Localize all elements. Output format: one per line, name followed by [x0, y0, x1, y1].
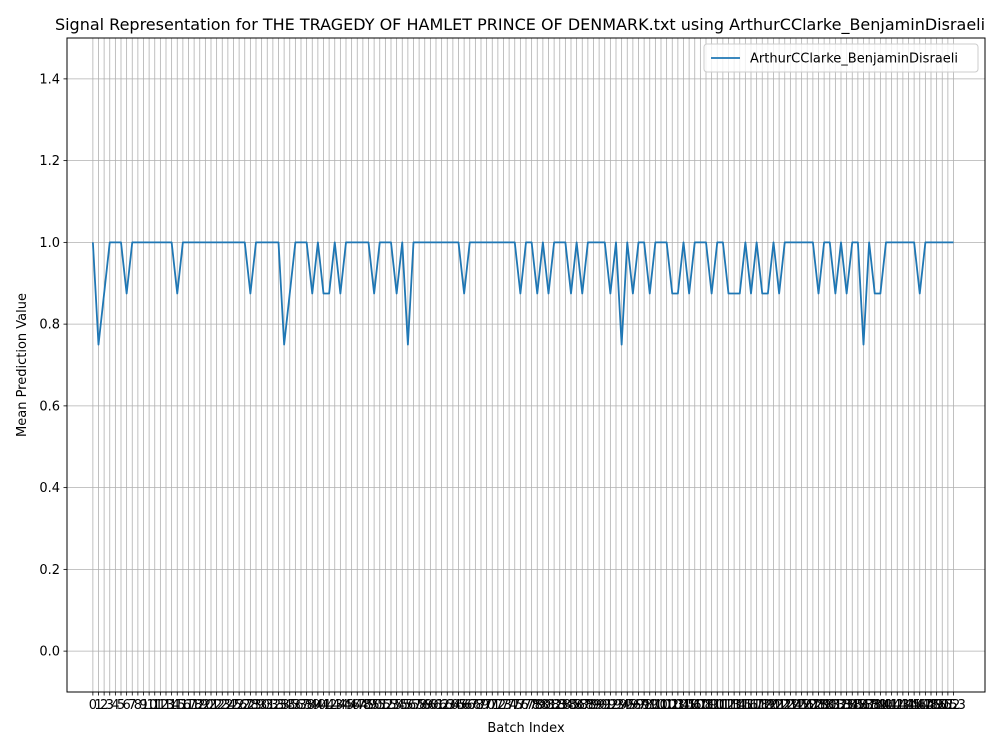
- chart-title: Signal Representation for THE TRAGEDY OF…: [55, 15, 985, 35]
- y-tick-label: 0.0: [39, 645, 60, 660]
- y-tick-label: 0.4: [39, 481, 60, 496]
- y-axis-label: Mean Prediction Value: [15, 293, 30, 437]
- x-tick-label: 153: [941, 698, 966, 713]
- y-tick-label: 0.8: [39, 318, 60, 333]
- legend: ArthurCClarke_BenjaminDisraeli: [704, 44, 978, 72]
- legend-entry-label: ArthurCClarke_BenjaminDisraeli: [750, 52, 958, 67]
- y-tick-label: 0.6: [39, 399, 60, 414]
- y-tick-label: 1.4: [39, 72, 60, 87]
- y-tick-label: 1.2: [39, 154, 60, 169]
- y-tick-label: 1.0: [39, 236, 60, 251]
- x-axis-label: Batch Index: [487, 721, 565, 736]
- y-tick-label: 0.2: [39, 563, 60, 578]
